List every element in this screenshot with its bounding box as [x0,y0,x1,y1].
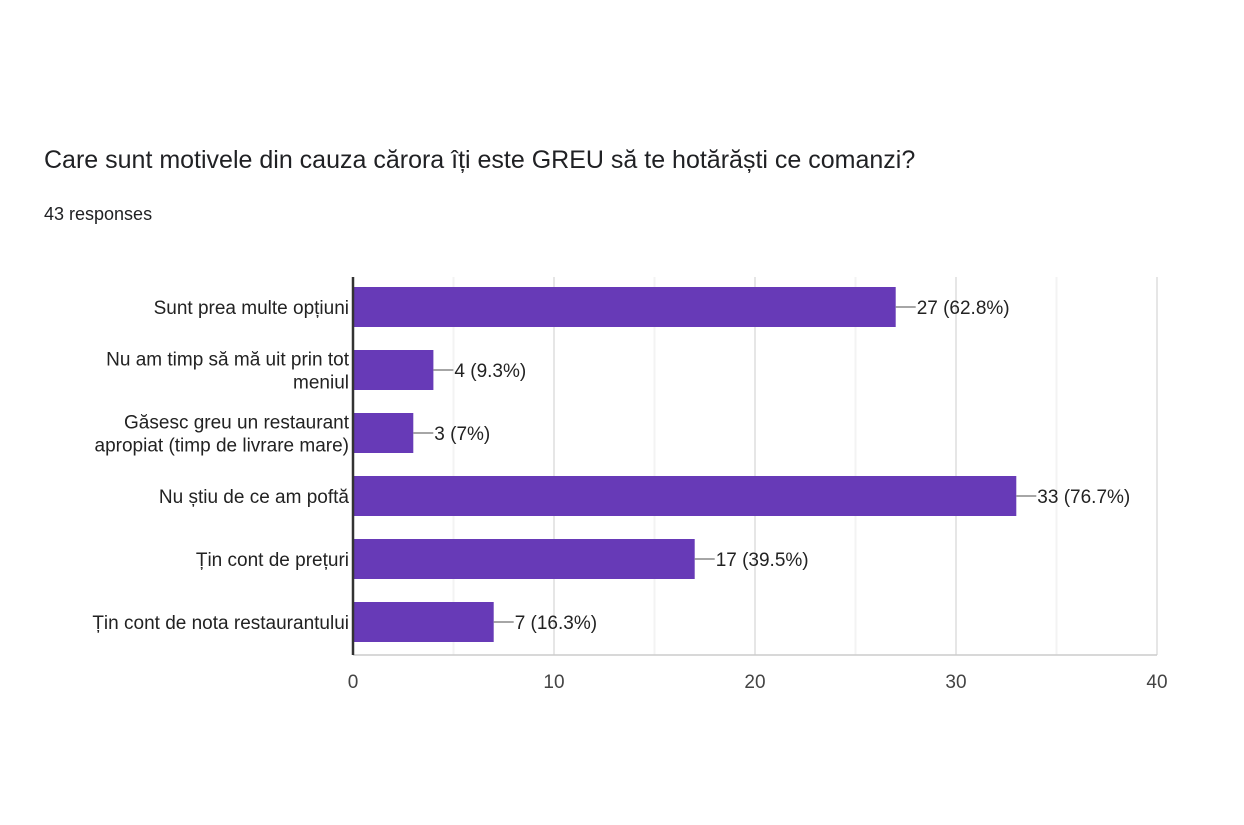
x-tick-label: 20 [744,672,765,693]
x-tick-label: 30 [945,672,966,693]
data-label: 3 (7%) [434,424,490,445]
chart-title: Care sunt motivele din cauza cărora îți … [44,146,916,174]
category-label: Sunt prea multe opțiuni [154,298,349,319]
x-tick-label: 0 [348,672,359,693]
data-label: 7 (16.3%) [515,613,597,634]
category-label: Nu știu de ce am poftă [159,487,350,508]
bar [353,287,896,327]
bar [353,539,695,579]
bar [353,413,414,453]
bar [353,350,434,390]
category-label: apropiat (timp de livrare mare) [95,436,349,457]
category-label: Țin cont de prețuri [196,550,349,571]
category-label: meniul [293,373,349,394]
category-label: Nu am timp să mă uit prin tot [106,350,350,371]
x-tick-label: 40 [1146,672,1167,693]
data-label: 27 (62.8%) [917,298,1010,319]
data-label: 4 (9.3%) [454,361,526,382]
data-label: 33 (76.7%) [1037,487,1130,508]
category-label: Găsesc greu un restaurant [124,413,350,434]
x-tick-label: 10 [543,672,564,693]
bar [353,602,494,642]
data-label: 17 (39.5%) [716,550,809,571]
bar [353,476,1017,516]
response-count: 43 responses [44,204,153,224]
category-label: Țin cont de nota restaurantului [92,613,349,634]
